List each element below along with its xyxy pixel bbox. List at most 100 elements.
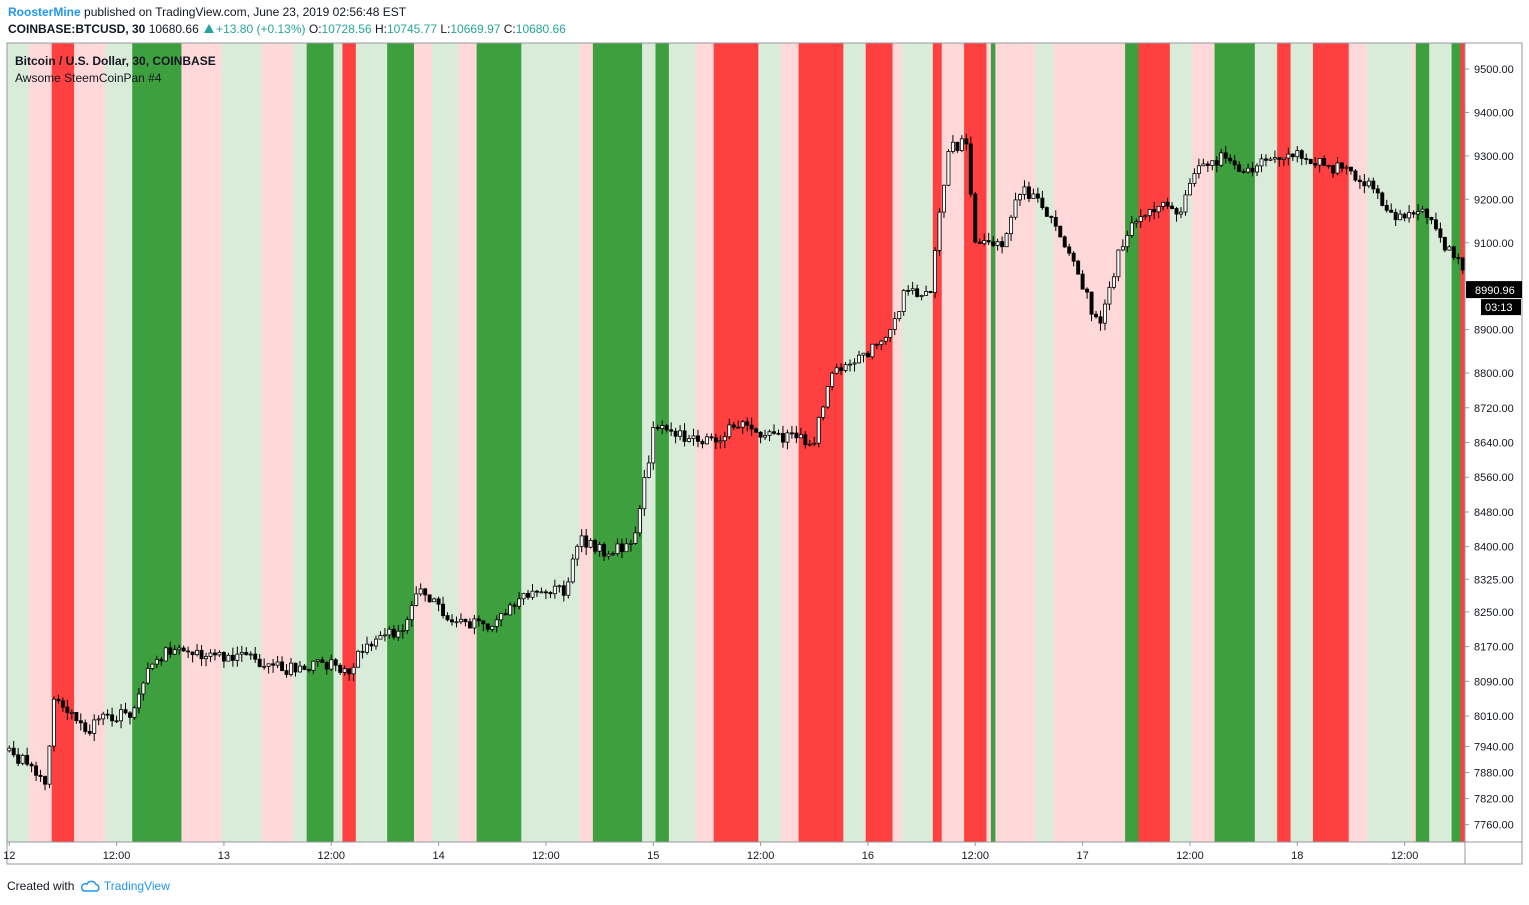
candle-body [494,619,499,627]
candle [1344,164,1349,175]
price-tick-label: 9100.00 [1474,238,1514,250]
candle-body [1044,207,1049,217]
candle [718,435,723,449]
candle [409,601,414,627]
candle-body [798,434,803,439]
candle [1192,168,1197,187]
candle [651,421,656,470]
candle [910,281,915,295]
candle [280,656,285,672]
candle-body [105,713,110,716]
candle [132,705,137,720]
candle-body [566,581,571,596]
candle-body [950,141,955,152]
candle-body [982,240,987,245]
candle-body [959,138,964,152]
candle-body [69,712,74,714]
price-tick-label: 9400.00 [1474,107,1514,119]
candle [128,711,132,725]
candle [1304,153,1309,165]
candle [1116,249,1121,282]
candle-body [1161,201,1166,207]
candle [1456,253,1461,265]
candle [60,697,65,712]
candle [512,602,517,614]
candle [1161,201,1166,211]
candle-body [713,437,718,443]
candle-body [861,352,866,356]
candle [713,433,718,450]
candle-body [503,613,508,616]
candle-body [1290,153,1295,158]
candle [47,745,52,789]
candle-body [1210,160,1215,166]
candle [530,584,535,600]
candle-body [1134,221,1139,224]
candle [526,589,530,600]
candle-body [1411,212,1416,215]
candle [418,583,423,597]
candle [266,663,271,674]
candle-body [552,585,557,595]
candle-body [360,650,365,653]
candle-body [396,630,401,638]
candle [1125,230,1130,253]
candle [1187,178,1192,196]
legend-indicator[interactable]: Awsome SteemCoinPan #4 [15,71,162,85]
candle-body [378,635,383,640]
candle-body [530,590,535,598]
indicator-band [995,43,1014,842]
candle-body [414,593,419,606]
candle [244,647,249,656]
candle-body [1317,158,1322,166]
candle-body [454,621,459,624]
candle [1259,154,1264,173]
indicator-band [293,43,307,842]
candle-body [1022,186,1027,196]
indicator-band [932,43,943,842]
candle [1035,187,1040,203]
candle-body [691,435,696,440]
author-name[interactable]: RoosterMine [8,5,81,19]
candle [1255,163,1259,177]
candle-body [874,343,879,346]
candle [204,652,208,667]
candle [946,149,951,187]
candle-body [521,592,526,600]
indicator-band [1290,43,1305,842]
candle [919,294,924,301]
candle-body [485,623,490,630]
candle-body [1460,257,1465,271]
candle [1250,162,1255,177]
candle-body [758,431,763,438]
indicator-band [990,43,996,842]
time-tick-label: 12:00 [532,850,560,862]
candle-body [154,659,159,665]
candle [1040,190,1045,210]
price-tick-label: 7940.00 [1474,741,1514,753]
candle [1340,162,1344,173]
candle [172,645,177,656]
candle-body [141,682,146,695]
candle-body [1000,241,1005,248]
candle-body [1389,209,1394,213]
candle [163,646,168,662]
candle [1411,210,1416,218]
candle-body [955,141,960,152]
candle-body [1420,208,1425,212]
candle-body [11,747,16,756]
indicator-band [1456,43,1461,842]
price-axis-panel [1465,43,1522,842]
high-value: 10745.77 [386,22,437,36]
candle-body [1344,166,1349,169]
candle-body [476,618,481,622]
candle [1433,212,1438,232]
candle [861,352,866,363]
candle-body [1442,237,1447,251]
candle [1322,155,1327,166]
indicator-band [431,43,460,842]
candle [1080,270,1085,290]
tradingview-brand[interactable]: TradingView [103,879,170,893]
candle-body [561,585,566,596]
